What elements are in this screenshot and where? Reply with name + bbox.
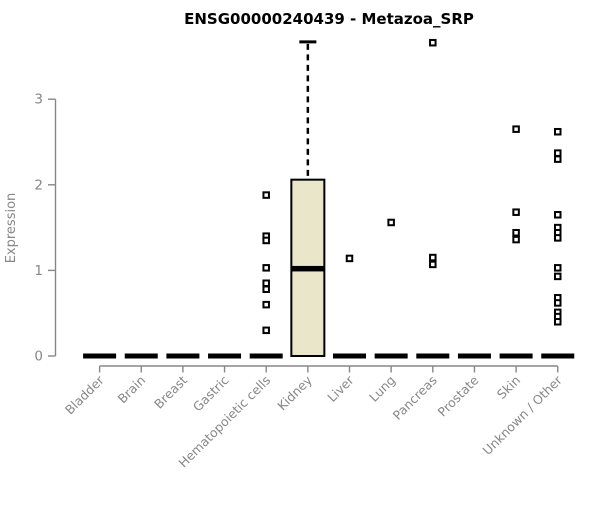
y-axis-label: Expression xyxy=(4,193,19,264)
category-label: Breast xyxy=(151,372,190,411)
collapsed-box-lung xyxy=(374,353,408,359)
outlier-point-hematopoietic-cells xyxy=(262,279,270,287)
category-label: Skin xyxy=(494,373,523,402)
category-label: Unknown / Other xyxy=(480,372,566,458)
collapsed-box-prostate xyxy=(457,353,491,359)
outlier-point-unknown-other xyxy=(554,155,562,163)
category-label: Brain xyxy=(115,373,149,407)
collapsed-box-hematopoietic-cells xyxy=(249,353,283,359)
outlier-point-hematopoietic-cells xyxy=(262,326,270,335)
collapsed-box-skin xyxy=(499,353,533,359)
outlier-point-hematopoietic-cells xyxy=(262,264,270,272)
chart-title: ENSG00000240439 - Metazoa_SRP xyxy=(184,10,474,28)
outlier-point-skin xyxy=(512,235,520,244)
outlier-point-unknown-other xyxy=(554,127,562,136)
outlier-point-unknown-other xyxy=(554,272,562,281)
collapsed-box-bladder xyxy=(83,353,117,359)
outlier-point-skin xyxy=(512,208,520,216)
outlier-point-unknown-other xyxy=(554,149,562,157)
outlier-point-hematopoietic-cells xyxy=(262,285,270,293)
outlier-point-unknown-other xyxy=(554,211,562,219)
y-tick-label: 1 xyxy=(34,263,43,279)
outlier-point-hematopoietic-cells xyxy=(262,236,270,245)
outlier-point-pancreas xyxy=(429,260,437,269)
y-tick-label: 0 xyxy=(34,349,43,365)
collapsed-box-unknown-other xyxy=(541,353,575,359)
outlier-point-pancreas xyxy=(429,253,437,262)
category-label: Bladder xyxy=(62,372,107,417)
category-label: Gastric xyxy=(190,372,232,414)
outlier-point-hematopoietic-cells xyxy=(262,191,270,199)
collapsed-box-pancreas xyxy=(416,353,450,359)
median-line-kidney xyxy=(291,265,325,272)
outlier-point-lung xyxy=(387,218,395,227)
outlier-point-skin xyxy=(512,228,520,237)
collapsed-box-brain xyxy=(124,353,158,359)
outlier-point-pancreas xyxy=(429,38,437,47)
outlier-point-hematopoietic-cells xyxy=(262,300,270,309)
category-label: Liver xyxy=(324,372,357,405)
outlier-point-unknown-other xyxy=(554,234,562,242)
collapsed-box-liver xyxy=(333,353,366,359)
category-label: Kidney xyxy=(274,372,315,413)
category-label: Prostate xyxy=(435,372,482,419)
outlier-point-unknown-other xyxy=(554,264,562,272)
outlier-point-liver xyxy=(345,254,354,263)
y-tick-label: 2 xyxy=(34,177,43,193)
y-tick-label: 3 xyxy=(34,92,43,108)
collapsed-box-gastric xyxy=(208,353,242,359)
outlier-point-skin xyxy=(512,125,520,133)
outlier-point-unknown-other xyxy=(554,318,562,326)
category-label: Pancreas xyxy=(390,373,440,423)
collapsed-box-breast xyxy=(166,353,200,359)
outlier-point-unknown-other xyxy=(554,299,562,307)
category-label: Lung xyxy=(366,373,398,405)
